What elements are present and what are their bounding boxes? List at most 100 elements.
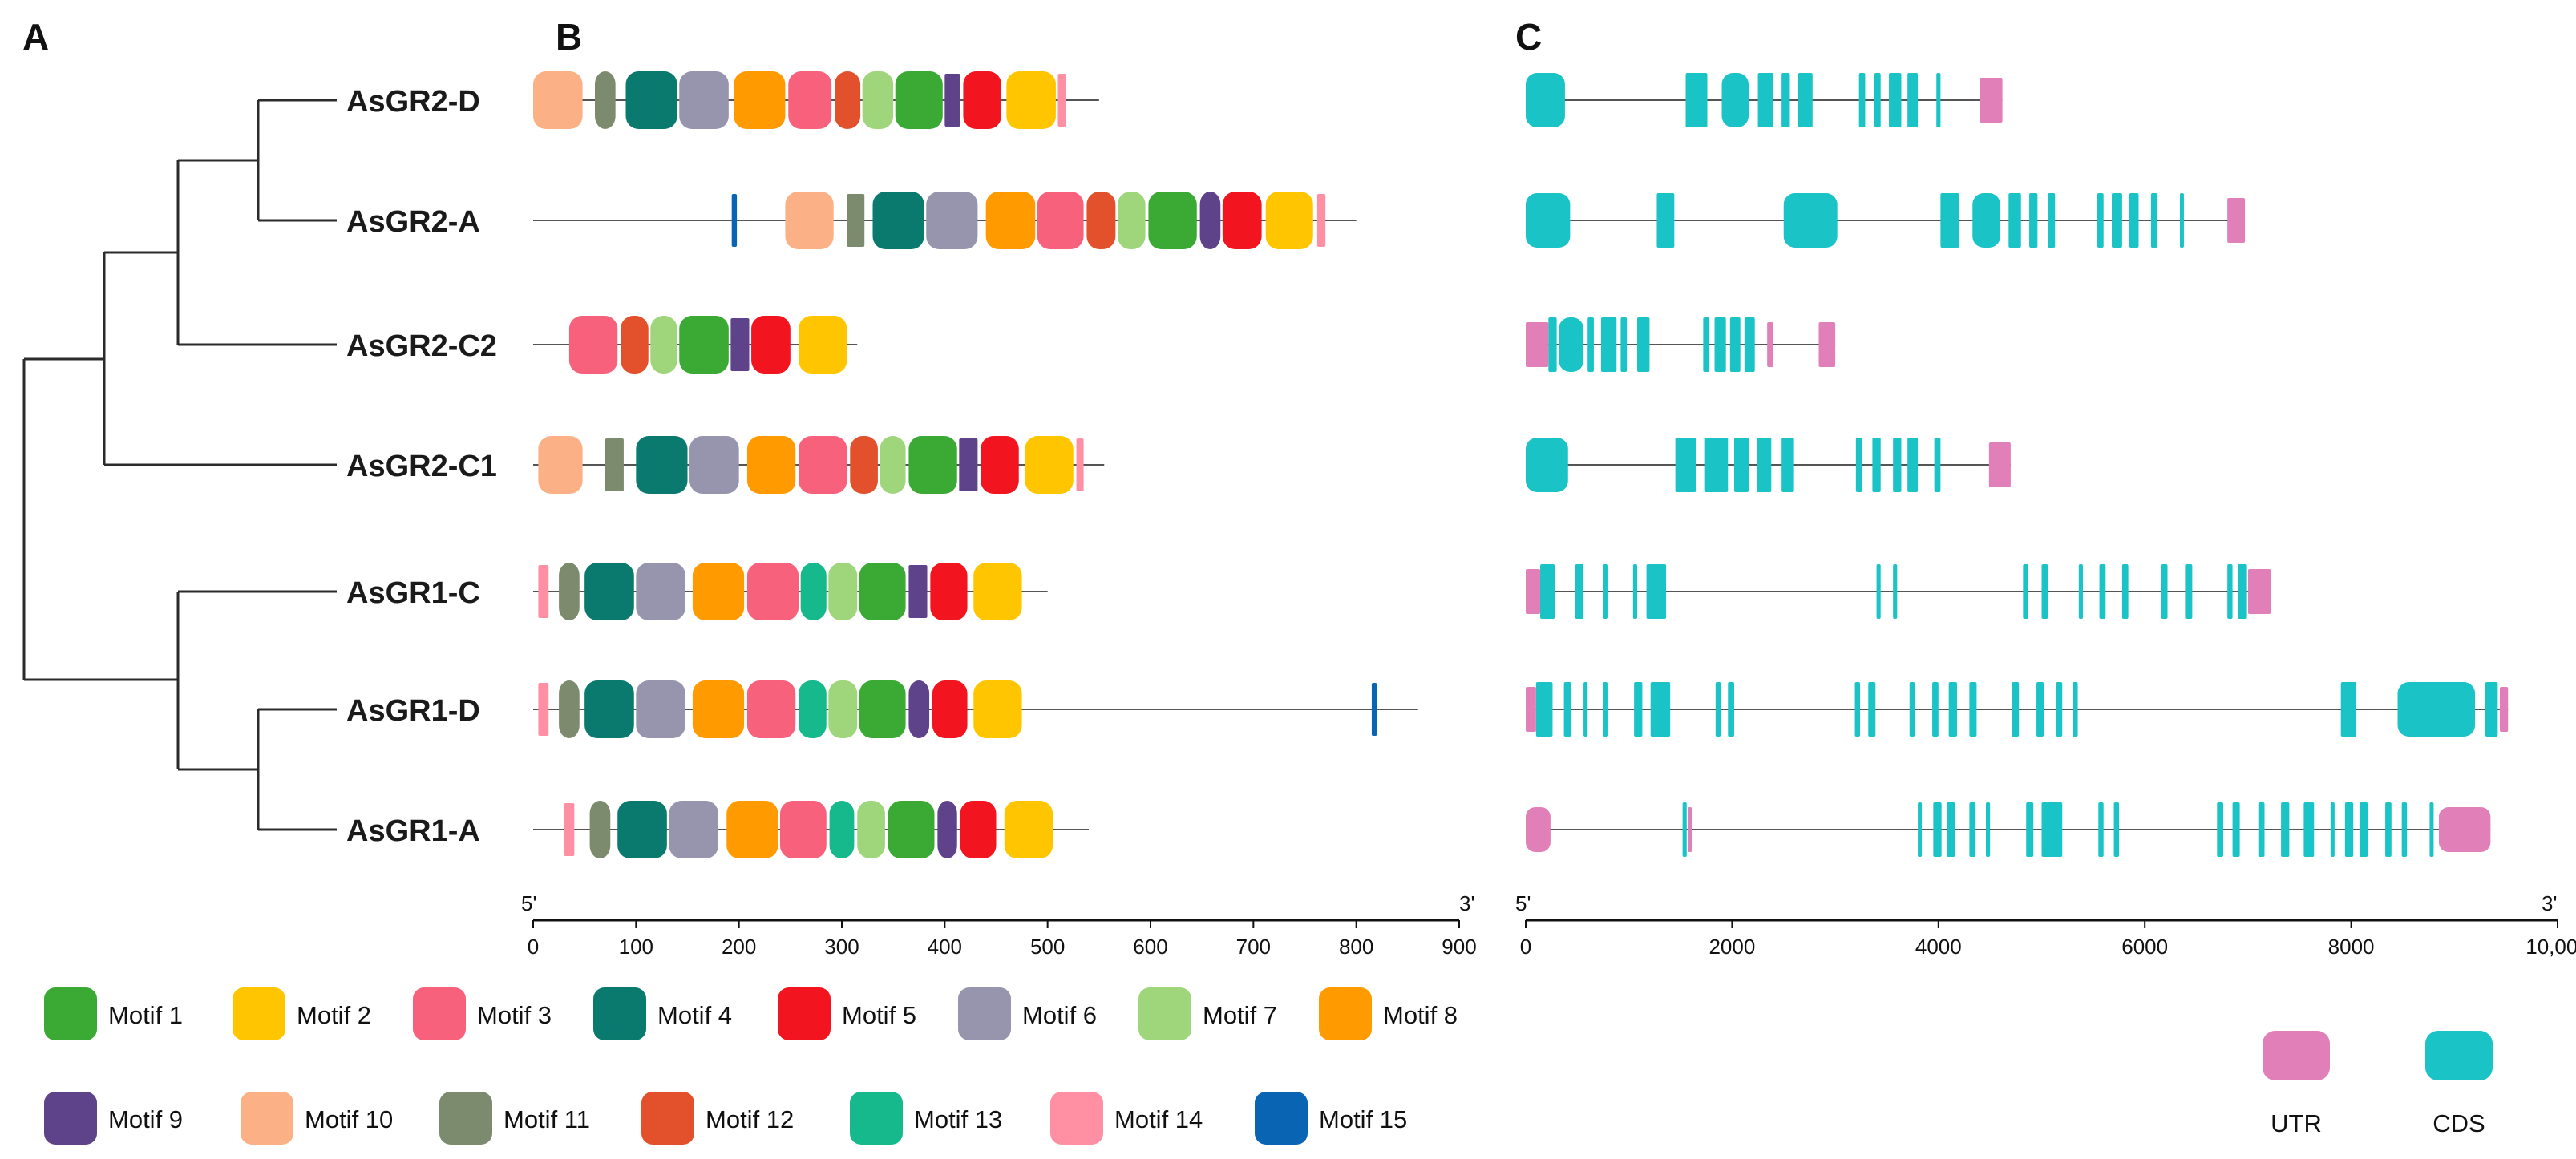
motif-8-block (692, 563, 745, 620)
motif-12-block (621, 316, 649, 374)
motif-14-block (1316, 194, 1326, 247)
cds-exon (1907, 73, 1919, 127)
motif-7-block (650, 316, 677, 374)
cds-exon (2041, 802, 2063, 857)
cds-exon (2227, 564, 2233, 619)
legend-item-motif-15: Motif 15 (1255, 1092, 1407, 1145)
legend-label: Motif 7 (1203, 1001, 1277, 1029)
cds-exon (1526, 438, 1568, 492)
cds-exon (2078, 564, 2083, 619)
legend-swatch (1319, 987, 1372, 1040)
motif-axis-end: 3' (1459, 891, 1474, 915)
cds-exon (1948, 682, 1957, 737)
cds-exon (1600, 317, 1617, 372)
legend-item-motif-14: Motif 14 (1050, 1092, 1203, 1145)
cds-exon (2485, 682, 2498, 737)
cds-exon (2098, 802, 2104, 857)
motif-3-block (780, 801, 827, 858)
cds-exon (1559, 317, 1584, 372)
gene-labels: AsGR2-D AsGR2-A AsGR2-C2 AsGR2-C1 AsGR1-… (346, 85, 497, 848)
motif-4-block (584, 680, 634, 738)
motif-axis-tick-label: 800 (1339, 935, 1373, 959)
cds-exon (1889, 73, 1902, 127)
cds-exon (1715, 682, 1721, 737)
motif-2-block (1006, 71, 1056, 129)
cds-exon (2340, 682, 2357, 737)
cds-exon (1714, 317, 1726, 372)
motif-1-block (908, 436, 957, 494)
cds-exon (1781, 438, 1794, 492)
cds-exon (2008, 193, 2021, 248)
utr-region (1526, 807, 1551, 852)
gene-label: AsGR2-A (346, 205, 480, 239)
cds-exon (2238, 564, 2247, 619)
cds-exon (2073, 682, 2078, 737)
motif-4-block (617, 801, 667, 858)
cds-exon (2026, 802, 2034, 857)
motif-1-block (859, 680, 906, 738)
cds-exon (2056, 682, 2063, 737)
cds-exon (2217, 802, 2224, 857)
cds-exon (1587, 317, 1594, 372)
cds-exon (1646, 564, 1667, 619)
cds-exon (1620, 317, 1628, 372)
motif-axis-tick-label: 0 (528, 935, 539, 959)
motif-15-block (1371, 683, 1377, 736)
cds-exon (2150, 193, 2157, 248)
cds-exon (2179, 193, 2184, 248)
motif-7-block (1117, 192, 1146, 249)
motif-10-block (538, 436, 583, 494)
motif-1-block (1148, 192, 1197, 249)
motif-axis-tick-label: 200 (722, 935, 756, 959)
panel-label-a: A (22, 16, 49, 58)
utr-region (1526, 322, 1549, 367)
motif-10-block (533, 71, 583, 129)
legend-swatch (1138, 987, 1191, 1040)
cds-exon (1675, 438, 1696, 492)
motif-9-block (1199, 192, 1221, 249)
utr-region (1526, 687, 1536, 732)
motif-7-block (880, 436, 906, 494)
legend-swatch (241, 1092, 293, 1145)
motif-4-block (625, 71, 677, 129)
cds-exon (1872, 438, 1881, 492)
cds-exon (2121, 564, 2129, 619)
motif-axis-tick-label: 600 (1133, 935, 1167, 959)
structure-axis-tick-label: 0 (1520, 935, 1531, 959)
legend-item-motif-1: Motif 1 (44, 987, 183, 1040)
motif-3-block (788, 71, 832, 129)
cds-exon (1918, 802, 1923, 857)
legend-swatch (233, 987, 285, 1040)
cds-exon (1909, 682, 1915, 737)
motif-7-block (862, 71, 894, 129)
cds-exon (2330, 802, 2335, 857)
cds-exon (1876, 564, 1881, 619)
motif-1-block (679, 316, 729, 374)
cds-exon (1650, 682, 1671, 737)
motif-5-block (930, 563, 968, 620)
cds-exon (2113, 802, 2120, 857)
motif-axis-start: 5' (521, 891, 536, 915)
legend-swatch (44, 1092, 97, 1145)
cds-exon (1703, 317, 1710, 372)
cds-exon (2161, 564, 2168, 619)
motif-9-block (937, 801, 957, 858)
cds-exon (2401, 802, 2408, 857)
cds-exon (1685, 73, 1708, 127)
motif-3-block (1037, 192, 1084, 249)
legend-swatch (439, 1092, 492, 1145)
cds-exon (1704, 438, 1729, 492)
motif-11-block (595, 71, 616, 129)
legend-label: Motif 4 (657, 1001, 732, 1029)
utr-region (1526, 569, 1541, 614)
cds-exon (1893, 564, 1898, 619)
cds-exon (1986, 802, 1991, 857)
motif-8-block (692, 680, 745, 738)
legend-item-motif-10: Motif 10 (241, 1092, 393, 1145)
cds-exon (1632, 564, 1637, 619)
motif-6-block (689, 436, 739, 494)
cds-exon (2397, 682, 2476, 737)
cds-exon (1540, 564, 1555, 619)
legend-label: Motif 9 (108, 1105, 183, 1133)
motif-2-block (799, 316, 847, 374)
